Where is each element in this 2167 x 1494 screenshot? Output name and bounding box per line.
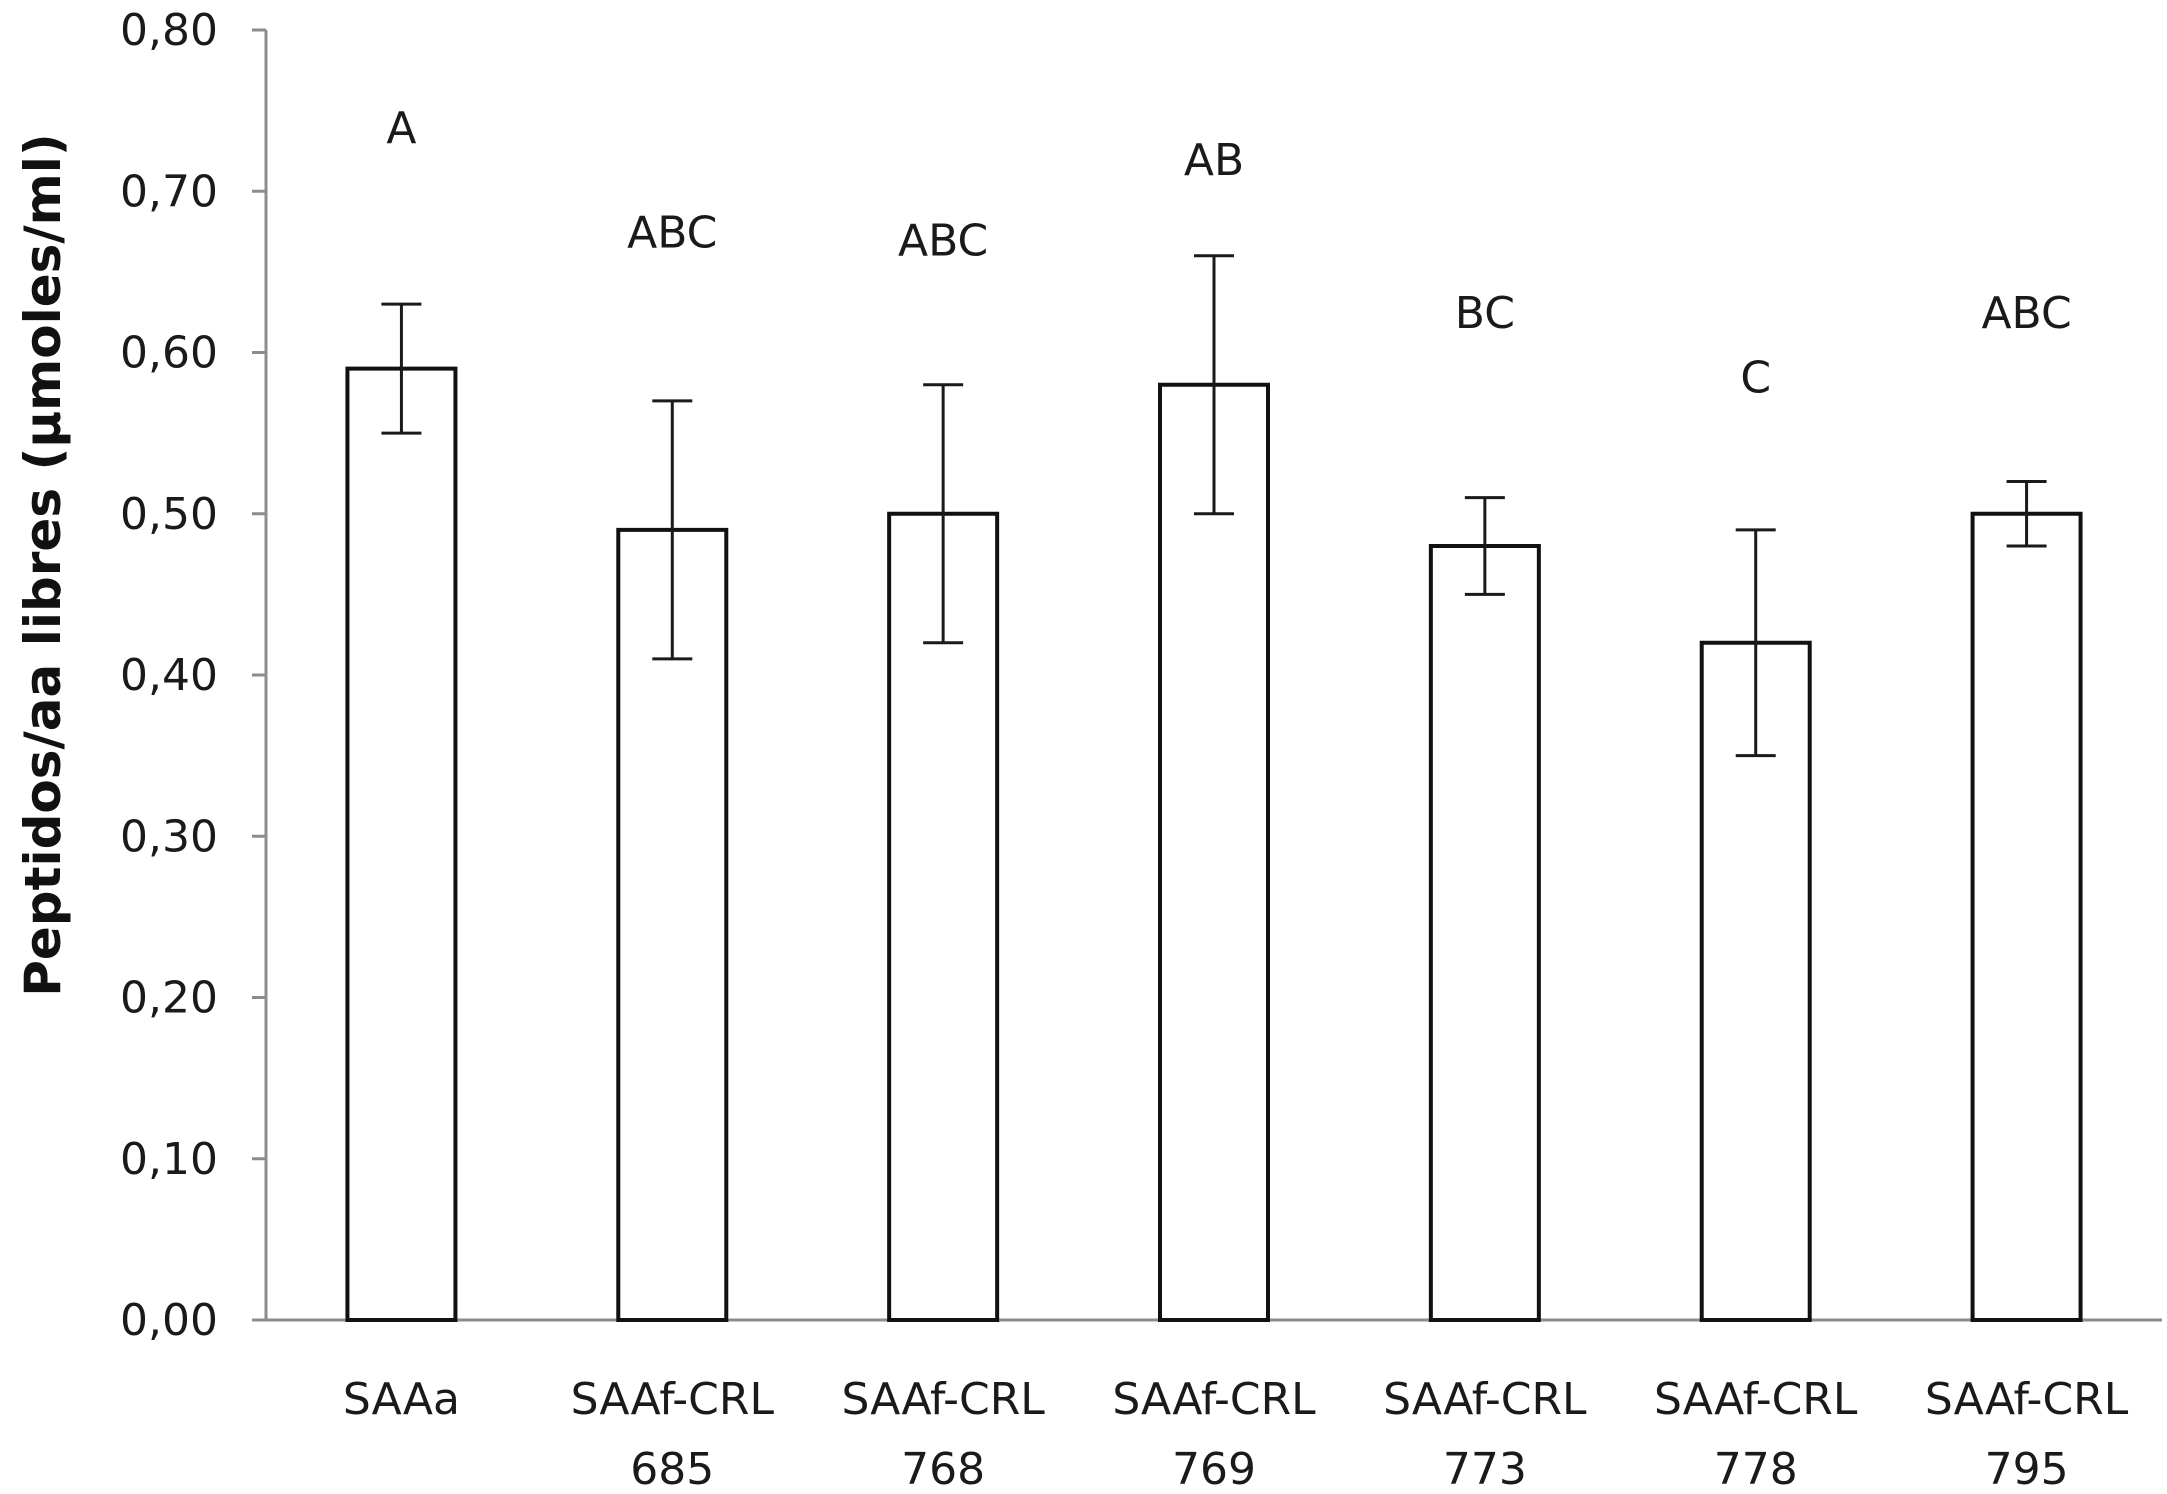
x-category-label: SAAf-CRL: [571, 1374, 775, 1425]
bar: [345, 366, 458, 1322]
significance-label: ABC: [627, 208, 717, 259]
y-tick-label: 0,50: [120, 489, 218, 540]
x-category-label: 769: [1172, 1444, 1256, 1494]
y-axis-title: Peptidos/aa libres (µmoles/ml): [14, 133, 72, 997]
error-bars-group: [381, 254, 2047, 758]
x-category-label: 778: [1714, 1444, 1798, 1494]
x-category-label: 685: [630, 1444, 714, 1494]
significance-label: A: [386, 103, 416, 154]
x-category-label: 795: [1985, 1444, 2069, 1494]
category-labels-group: SAAa SAAf-CRL 685 SAAf-CRL 768 SAAf-CRL 769 SAA…: [343, 1374, 2129, 1494]
y-tick-label: 0,60: [120, 328, 218, 379]
significance-label: ABC: [1981, 288, 2071, 339]
y-tick-label: 0,20: [120, 973, 218, 1024]
y-tick-label: 0,00: [120, 1295, 218, 1346]
significance-labels-group: A ABC ABC AB BC C ABC: [386, 103, 2071, 404]
y-tick-label: 0,70: [120, 166, 218, 217]
x-category-label: SAAf-CRL: [1925, 1374, 2129, 1425]
bar: [1970, 511, 2083, 1322]
bar: [1158, 382, 1270, 1322]
bar: [887, 511, 1000, 1322]
significance-label: BC: [1455, 288, 1515, 339]
x-category-label: SAAf-CRL: [1383, 1374, 1587, 1425]
significance-label: C: [1740, 353, 1771, 404]
y-tick-label: 0,80: [120, 5, 218, 56]
bar: [616, 527, 729, 1322]
y-tick-label: 0,40: [120, 650, 218, 701]
significance-label: AB: [1184, 135, 1244, 186]
bars-group: [345, 366, 2083, 1322]
x-category-label: SAAf-CRL: [1654, 1374, 1858, 1425]
y-axis-ticks: 0,00 0,10 0,20 0,30 0,40 0,50 0,60 0,70 0,80: [120, 5, 266, 1346]
x-category-label: 768: [901, 1444, 985, 1494]
y-tick-label: 0,30: [120, 811, 218, 862]
significance-label: ABC: [898, 216, 988, 267]
x-category-label: SAAf-CRL: [841, 1374, 1045, 1425]
x-category-label: SAAf-CRL: [1112, 1374, 1316, 1425]
x-category-label: 773: [1443, 1444, 1527, 1494]
bar: [1428, 544, 1541, 1322]
x-category-label: SAAa: [343, 1374, 460, 1425]
y-tick-label: 0,10: [120, 1134, 218, 1185]
